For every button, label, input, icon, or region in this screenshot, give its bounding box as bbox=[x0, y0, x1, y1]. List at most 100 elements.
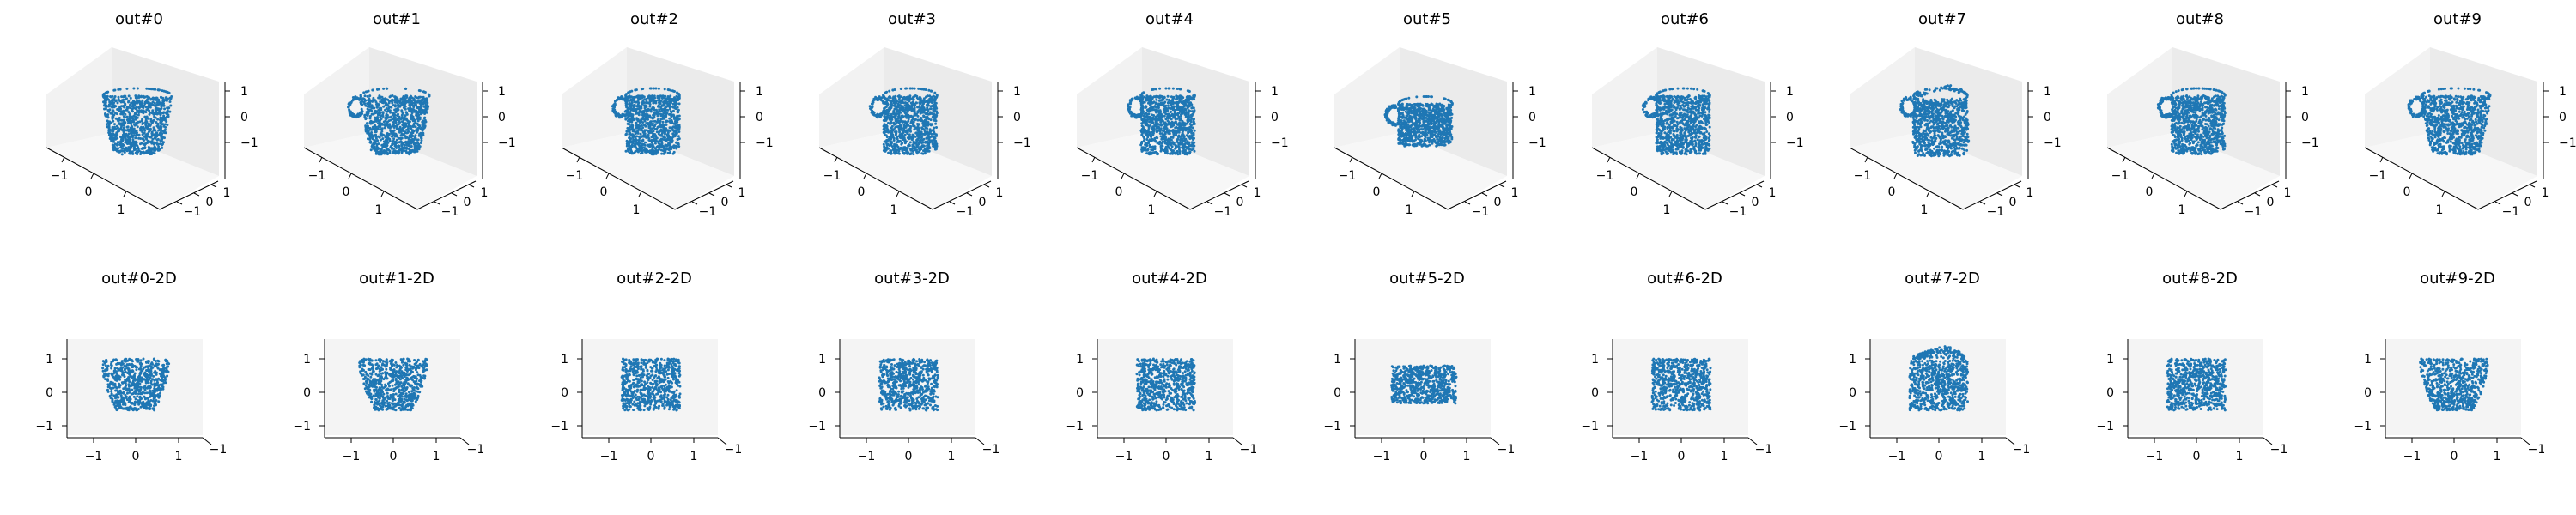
z-tick-label: 0 bbox=[756, 111, 763, 124]
x-tick-label: 0 bbox=[85, 185, 93, 199]
y-tick-label: −1 bbox=[1729, 205, 1747, 219]
z-tick-label: 0 bbox=[498, 111, 506, 124]
x-tick-label: 0 bbox=[1631, 185, 1638, 199]
panel-2d: out#6-2D 1 0 −1 −1 0 1 −1 bbox=[1581, 270, 1772, 464]
y-tick-label: 1 bbox=[561, 353, 568, 367]
pane-back bbox=[1613, 339, 1748, 435]
x-tick-label: 1 bbox=[2236, 450, 2244, 464]
z-tick-label: 1 bbox=[2301, 85, 2309, 99]
panel-3d: out#2−101 −101−101 bbox=[561, 10, 774, 219]
panel-3d: out#0−101 −101−101 bbox=[46, 10, 258, 219]
pane-floor bbox=[562, 133, 734, 209]
x-tick-label: −1 bbox=[51, 169, 69, 183]
y-tick-label: 0 bbox=[2009, 196, 2017, 209]
pane-left bbox=[2365, 47, 2430, 148]
x-tick-label: 0 bbox=[390, 450, 398, 464]
panel-title: out#8 bbox=[2176, 10, 2224, 28]
y-tick-label: 0 bbox=[1076, 386, 1084, 400]
panel-title: out#4-2D bbox=[1132, 270, 1207, 288]
z-tick-label: −1 bbox=[2044, 136, 2062, 150]
x-tick-label: 0 bbox=[1420, 450, 1428, 464]
y-tick-label: −1 bbox=[957, 205, 975, 219]
x-tick-label: −1 bbox=[1373, 450, 1391, 464]
pane-back bbox=[2128, 339, 2263, 435]
panel-title: out#7 bbox=[1918, 10, 1966, 28]
z-tick-label: 0 bbox=[2044, 111, 2051, 124]
x-tick-label: 0 bbox=[2451, 450, 2458, 464]
y-tick-label: 1 bbox=[2542, 186, 2549, 200]
y-tick-label: −1 bbox=[1838, 420, 1856, 433]
y-tick-label: 1 bbox=[2106, 353, 2114, 367]
y-tick-label: −1 bbox=[293, 420, 311, 433]
z-tick-label: 1 bbox=[756, 85, 763, 99]
pane-back bbox=[2385, 339, 2521, 435]
pane-left bbox=[562, 47, 627, 148]
x-tick-label: 0 bbox=[2403, 185, 2411, 199]
panel-title: out#0 bbox=[115, 10, 163, 28]
panel-2d: out#1-2D 1 0 −1 −1 0 1 −1 bbox=[293, 270, 484, 464]
pane-floor bbox=[304, 133, 477, 209]
panel-3d: out#4−101 −101−101 bbox=[1076, 10, 1289, 219]
y-tick-label: 0 bbox=[1334, 386, 1341, 400]
panel-3d: out#8−101 −101−101 bbox=[2106, 10, 2319, 219]
x-tick-label: 1 bbox=[1921, 203, 1929, 217]
x-tick-label: 0 bbox=[343, 185, 350, 199]
z-tick-label: −1 bbox=[1528, 136, 1546, 150]
x-tick-label: 1 bbox=[118, 203, 125, 217]
panel-3d: out#1−101 −101−101 bbox=[303, 10, 516, 219]
x-tick-label: 0 bbox=[1678, 450, 1686, 464]
panel-title: out#9 bbox=[2433, 10, 2482, 28]
depth-tick-label: −1 bbox=[210, 443, 228, 457]
y-tick-label: 1 bbox=[223, 186, 231, 200]
x-tick-label: 1 bbox=[2436, 203, 2444, 217]
y-tick-label: 1 bbox=[2026, 186, 2034, 200]
y-tick-label: 0 bbox=[1849, 386, 1856, 400]
y-tick-label: 1 bbox=[738, 186, 746, 200]
panel-2d: out#5-2D 1 0 −1 −1 0 1 −1 bbox=[1323, 270, 1515, 464]
y-tick-label: 1 bbox=[996, 186, 1004, 200]
panel-2d: out#0-2D 1 0 −1 −1 0 1 −1 bbox=[35, 270, 227, 464]
depth-tick-label: −1 bbox=[467, 443, 485, 457]
x-tick-label: 1 bbox=[2178, 203, 2186, 217]
x-tick-label: 0 bbox=[1935, 450, 1943, 464]
y-tick-label: 1 bbox=[1511, 186, 1519, 200]
x-tick-label: −1 bbox=[343, 450, 361, 464]
pane-floor bbox=[1334, 133, 1507, 209]
y-tick-label: 1 bbox=[1849, 353, 1856, 367]
pane-left bbox=[1077, 47, 1142, 148]
x-tick-label: 1 bbox=[2494, 450, 2501, 464]
y-tick-label: 0 bbox=[818, 386, 826, 400]
y-tick-label: 1 bbox=[818, 353, 826, 367]
x-tick-label: 0 bbox=[132, 450, 140, 464]
z-tick-label: −1 bbox=[2559, 136, 2576, 150]
panel-title: out#6-2D bbox=[1647, 270, 1722, 288]
z-tick-label: −1 bbox=[2301, 136, 2319, 150]
panel-title: out#6 bbox=[1661, 10, 1709, 28]
y-tick-label: 0 bbox=[1752, 196, 1759, 209]
y-tick-label: 1 bbox=[1254, 186, 1261, 200]
x-tick-label: −1 bbox=[2369, 169, 2387, 183]
z-tick-label: 1 bbox=[2044, 85, 2051, 99]
depth-tick-label: −1 bbox=[725, 443, 743, 457]
z-tick-label: 1 bbox=[240, 85, 248, 99]
x-tick-label: 0 bbox=[1888, 185, 1896, 199]
y-tick-label: 1 bbox=[46, 353, 53, 367]
x-tick-label: 1 bbox=[375, 203, 383, 217]
x-tick-label: −1 bbox=[2111, 169, 2129, 183]
panel-title: out#5-2D bbox=[1389, 270, 1465, 288]
y-tick-label: 0 bbox=[979, 196, 987, 209]
pane-floor bbox=[1592, 133, 1765, 209]
panel-2d: out#7-2D 1 0 −1 −1 0 1 −1 bbox=[1838, 270, 2030, 464]
z-tick-label: 1 bbox=[1013, 85, 1021, 99]
y-tick-label: 1 bbox=[1769, 186, 1777, 200]
y-tick-label: −1 bbox=[550, 420, 568, 433]
y-tick-label: −1 bbox=[1323, 420, 1341, 433]
x-tick-label: 1 bbox=[1148, 203, 1156, 217]
depth-tick-label: −1 bbox=[2013, 443, 2031, 457]
y-tick-label: 0 bbox=[1236, 196, 1244, 209]
x-tick-label: 1 bbox=[890, 203, 898, 217]
x-tick-label: 0 bbox=[647, 450, 655, 464]
y-tick-label: 1 bbox=[2364, 353, 2372, 367]
x-tick-label: 0 bbox=[2193, 450, 2201, 464]
